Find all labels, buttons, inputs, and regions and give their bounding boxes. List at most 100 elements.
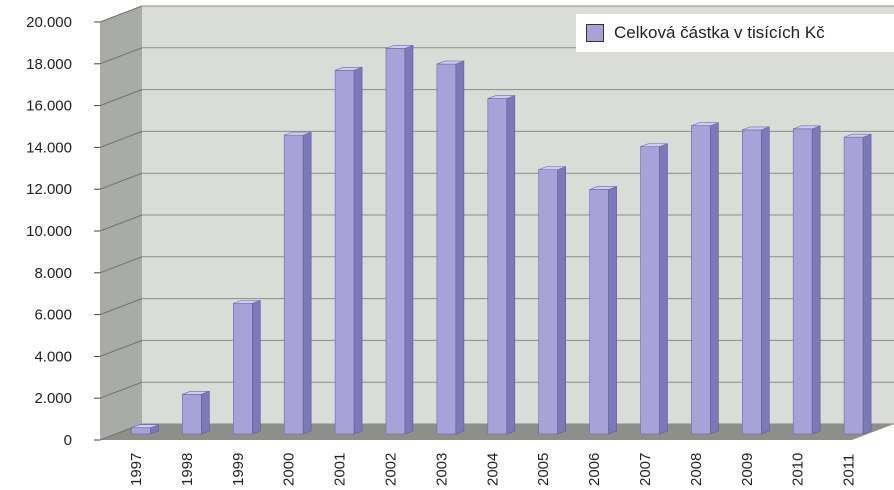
- legend-label: Celková částka v tisících Kč: [614, 23, 825, 42]
- x-tick-label: 2005: [535, 453, 552, 486]
- bars: [131, 44, 872, 435]
- bar: [792, 125, 821, 435]
- gridline-side: [99, 89, 143, 107]
- bar-side: [811, 125, 821, 435]
- bar-side: [506, 95, 516, 435]
- bar-top: [284, 131, 312, 136]
- bar-side: [302, 131, 312, 435]
- bar-top: [182, 390, 210, 395]
- x-tick-label: 2004: [484, 453, 501, 486]
- x-tick-label: 2010: [790, 453, 807, 486]
- y-tick-label: 10.000: [26, 223, 72, 240]
- bar: [691, 122, 719, 435]
- y-axis-ticks: 20.000 18.000 16.000 14.000 12.000 10.000 8.00…: [26, 14, 100, 449]
- bar-top: [742, 126, 770, 131]
- bar: [436, 60, 465, 435]
- bar: [843, 133, 872, 435]
- bar-side: [557, 166, 567, 435]
- x-tick-label: 2008: [688, 453, 705, 486]
- bar-front: [131, 427, 151, 435]
- gridline-side: [99, 298, 143, 316]
- bar-top: [691, 122, 719, 127]
- x-axis-ticks: 1997 1998 1999 2000 2001 2002 2003 2004 2005 2006…: [128, 453, 858, 486]
- gridline-side: [99, 47, 143, 65]
- y-tick-label: 0: [64, 432, 72, 449]
- bar: [385, 44, 414, 435]
- gridline-side: [99, 214, 143, 232]
- x-tick-label: 2007: [637, 453, 654, 486]
- x-tick-label: 2002: [383, 453, 400, 486]
- bar: [233, 299, 261, 435]
- bar: [538, 166, 567, 435]
- bar-side: [659, 143, 668, 435]
- x-tick-label: 1999: [230, 453, 247, 486]
- bar-side: [608, 186, 617, 435]
- bar-front: [792, 128, 813, 435]
- gridline-side: [99, 5, 143, 23]
- bar-top: [538, 166, 566, 170]
- bar-front: [843, 136, 864, 435]
- bar: [640, 143, 668, 435]
- gridline-side: [99, 339, 143, 357]
- y-tick-label: 6.000: [34, 307, 72, 324]
- bar-front: [640, 146, 660, 435]
- bar-side: [201, 390, 210, 435]
- legend: Celková částka v tisících Kč: [576, 14, 894, 52]
- bar-front: [283, 134, 304, 435]
- bar-top: [436, 60, 465, 65]
- gridline-side: [99, 381, 143, 399]
- bar-side: [455, 60, 465, 435]
- bar: [131, 424, 159, 435]
- bar-side: [710, 122, 719, 435]
- x-tick-label: 2003: [433, 453, 450, 486]
- y-tick-label: 4.000: [34, 348, 72, 365]
- bar: [182, 390, 210, 435]
- bar-front: [233, 303, 253, 435]
- bar-top: [334, 67, 363, 71]
- gridline-side: [99, 172, 143, 190]
- x-tick-label: 2001: [332, 453, 349, 486]
- bar: [589, 186, 617, 435]
- gridline-side: [99, 130, 143, 148]
- bar: [283, 131, 312, 435]
- bar: [487, 95, 516, 435]
- bar-top: [589, 186, 617, 190]
- bar: [334, 66, 363, 435]
- bar-front: [691, 125, 711, 435]
- bar-top: [843, 133, 872, 138]
- bar-top: [233, 300, 261, 304]
- y-tick-label: 20.000: [26, 14, 72, 31]
- bar-front: [589, 189, 609, 435]
- y-tick-label: 12.000: [26, 181, 72, 198]
- x-tick-label: 1998: [179, 453, 196, 486]
- x-tick-label: 1997: [128, 453, 145, 486]
- x-tick-label: 2000: [281, 453, 298, 486]
- bar-top: [385, 45, 414, 49]
- bar-top: [131, 424, 159, 429]
- x-tick-label: 2006: [586, 453, 603, 486]
- bar-top: [487, 95, 515, 99]
- bar-side: [760, 126, 770, 435]
- y-tick-label: 2.000: [34, 390, 72, 407]
- x-tick-label: 2009: [739, 453, 756, 486]
- y-tick-label: 16.000: [26, 98, 72, 115]
- gridline-side: [99, 256, 143, 274]
- bar-front: [538, 169, 559, 435]
- bar-side: [353, 66, 363, 435]
- bar-front: [334, 70, 355, 435]
- legend-swatch: [586, 24, 604, 42]
- bar-top: [793, 125, 821, 130]
- bar-side: [862, 133, 872, 435]
- bar-front: [741, 129, 762, 435]
- bar-front: [436, 63, 457, 435]
- bar-front: [487, 98, 508, 435]
- bar-side: [404, 44, 414, 435]
- x-tick-label: 2011: [841, 454, 858, 486]
- bar-front: [385, 48, 406, 435]
- bar-side: [252, 299, 261, 435]
- y-tick-label: 14.000: [26, 139, 72, 156]
- y-tick-label: 18.000: [26, 56, 72, 73]
- bar: [741, 126, 770, 435]
- bar-front: [182, 393, 202, 435]
